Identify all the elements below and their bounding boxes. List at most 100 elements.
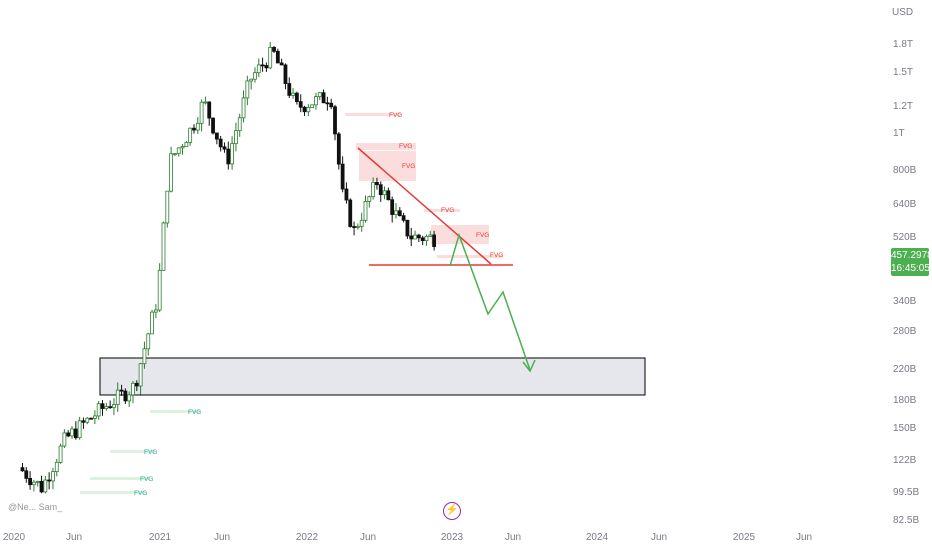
candle-body <box>218 138 223 148</box>
x-tick-label: Jun <box>214 532 230 543</box>
fvg-label: FVG <box>188 409 201 416</box>
y-tick-label: 220B <box>893 364 917 375</box>
candle-body <box>203 101 208 104</box>
candle-body <box>325 102 330 105</box>
candle-body <box>348 199 353 227</box>
fvg-zone-bearish <box>359 151 416 181</box>
projection-path[interactable] <box>449 232 531 371</box>
resistance-trendline[interactable] <box>357 147 492 265</box>
fvg-label: FVG <box>144 449 157 456</box>
candle-body <box>245 80 250 99</box>
fvg-zone-bearish <box>424 209 460 212</box>
candle-body <box>62 432 67 447</box>
candle-body <box>397 210 402 217</box>
candle-body <box>214 132 219 140</box>
author-watermark: @Ne... Sam_ <box>8 502 63 512</box>
candle-body <box>432 234 437 247</box>
candle-body <box>413 234 417 240</box>
candle-body <box>355 225 360 228</box>
y-tick-label: 1.2T <box>893 101 913 112</box>
candle-body <box>249 78 254 82</box>
fvg-label: FVG <box>140 476 153 483</box>
y-tick-label: 1T <box>893 128 905 139</box>
candle-body <box>253 72 257 80</box>
candle-body <box>188 127 193 143</box>
candle-body <box>314 96 318 106</box>
candle-body <box>92 415 97 419</box>
fvg-label: FVG <box>441 207 454 214</box>
candle-body <box>317 92 322 97</box>
candle-body <box>230 143 234 165</box>
candle-body <box>24 470 29 479</box>
fvg-zone-bearish <box>437 255 503 258</box>
candle-body <box>294 92 299 103</box>
candle-body <box>424 235 429 242</box>
y-axis-currency: USD <box>892 7 913 18</box>
target-zone-box[interactable] <box>99 357 646 396</box>
x-tick-label: 2023 <box>441 532 464 543</box>
last-price-value: 457.2978 <box>891 250 932 261</box>
candle-body <box>47 479 52 482</box>
candle-body <box>302 106 307 113</box>
countdown-timer: 16:45:05 <box>891 263 930 274</box>
candle-body <box>134 382 139 387</box>
candle-body <box>142 348 147 365</box>
candle-body <box>382 190 387 196</box>
candle-body <box>401 215 406 221</box>
candle-body <box>96 403 101 417</box>
candle-body <box>310 104 315 108</box>
y-tick-label: 1.5T <box>893 67 913 78</box>
fvg-label: FVG <box>490 252 503 259</box>
candle-body <box>386 190 391 201</box>
candle-body <box>371 182 376 198</box>
x-tick-label: Jun <box>651 532 667 543</box>
candle-body <box>390 199 395 215</box>
candle-body <box>180 146 185 149</box>
projection-arrowhead-icon <box>522 359 536 373</box>
candle-body <box>340 163 345 190</box>
candle-body <box>119 389 124 392</box>
candle-body <box>35 480 40 483</box>
candle-body <box>207 101 212 119</box>
fvg-label: FVG <box>389 112 402 119</box>
candle-body <box>264 65 269 69</box>
candle-body <box>298 101 303 108</box>
candle-body <box>329 102 334 108</box>
candle-body <box>378 184 383 196</box>
candle-body <box>275 50 280 64</box>
candle-body <box>43 479 48 493</box>
candle-body <box>85 417 90 423</box>
candle-body <box>81 420 86 423</box>
candle-body <box>234 130 238 145</box>
fvg-label: FVG <box>476 232 489 239</box>
candle-body <box>352 226 356 228</box>
fvg-label: FVG <box>399 143 412 150</box>
x-tick-label: 2020 <box>3 532 26 543</box>
candle-body <box>394 210 398 215</box>
y-tick-label: 640B <box>893 199 917 210</box>
candle-body <box>241 97 246 119</box>
y-tick-label: 1.8T <box>893 39 913 50</box>
candle-body <box>73 428 78 439</box>
candle-body <box>150 311 154 335</box>
fvg-zone-bullish <box>110 450 155 453</box>
y-tick-label: 99.5B <box>893 487 919 498</box>
candle-body <box>279 62 284 66</box>
candle-body <box>77 420 82 439</box>
candle-body <box>70 428 74 437</box>
bolt-icon[interactable]: ⚡ <box>443 502 461 520</box>
y-tick-label: 82.5B <box>893 515 919 526</box>
candle-body <box>89 417 93 420</box>
candle-body <box>157 269 162 311</box>
y-tick-label: 340B <box>893 296 917 307</box>
candle-body <box>222 146 227 150</box>
fvg-label: FVG <box>402 163 415 170</box>
candle-body <box>306 107 311 113</box>
candle-body <box>321 92 326 104</box>
x-tick-label: Jun <box>66 532 82 543</box>
candle-body <box>173 153 177 155</box>
candle-body <box>344 188 349 201</box>
candle-body <box>409 235 414 240</box>
